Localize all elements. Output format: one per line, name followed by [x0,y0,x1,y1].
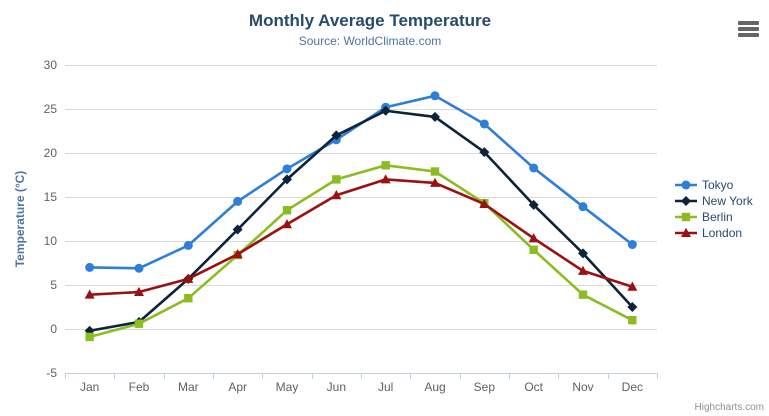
point-new-york-4[interactable] [282,174,292,185]
point-london-1[interactable] [134,286,144,297]
point-new-york-6[interactable] [380,105,391,116]
point-tokyo-1[interactable] [134,263,144,273]
legend-label: Tokyo [702,178,734,192]
point-berlin-1[interactable] [134,319,144,328]
y-axis-label: 10 [44,234,58,248]
point-london-10[interactable] [578,265,588,275]
legend-item-london[interactable]: London [674,225,753,241]
point-berlin-10[interactable] [578,290,588,299]
point-berlin-5[interactable] [332,175,341,184]
point-tokyo-3[interactable] [233,196,243,206]
series-line-berlin[interactable] [88,164,634,339]
x-axis-label: Nov [572,380,593,394]
point-berlin-2[interactable] [184,294,193,303]
legend-marker-triangle-icon [675,227,697,237]
credits-link[interactable]: Highcharts.com [694,402,764,413]
point-london-2[interactable] [183,273,194,283]
point-tokyo-0[interactable] [85,262,95,272]
point-new-york-5[interactable] [331,130,342,141]
legend-item-tokyo[interactable]: Tokyo [674,177,753,193]
export-menu-button[interactable] [734,16,762,42]
point-tokyo-9[interactable] [529,163,539,173]
point-tokyo-2[interactable] [183,240,193,250]
y-axis-label: 5 [50,278,57,292]
x-axis-label: May [276,380,299,394]
point-berlin-9[interactable] [529,245,538,254]
legend-square-icon[interactable] [681,212,691,222]
point-tokyo-8[interactable] [479,119,489,129]
point-berlin-11[interactable] [628,316,637,325]
x-axis-label: Sep [474,380,496,394]
hamburger-icon [737,20,759,38]
point-tokyo-7[interactable] [430,91,440,101]
legend-marker-diamond-icon [675,196,697,206]
point-new-york-11[interactable] [627,302,638,312]
legend-triangle-icon[interactable] [681,227,691,237]
point-tokyo-11[interactable] [627,240,637,250]
point-london-8[interactable] [479,198,490,209]
legend-circle-icon[interactable] [681,180,691,190]
point-london-9[interactable] [528,233,539,243]
x-axis-label: Dec [622,380,643,394]
y-axis-label: 30 [44,58,58,72]
legend-marker-circle-icon [675,180,697,190]
point-tokyo-10[interactable] [578,202,588,212]
x-axis-label: Oct [524,380,543,394]
y-axis-label: 15 [44,190,58,204]
legend-item-new-york[interactable]: New York [674,193,753,209]
point-new-york-10[interactable] [578,248,588,259]
point-tokyo-4[interactable] [282,164,292,174]
legend-diamond-icon[interactable] [681,196,691,206]
point-london-5[interactable] [331,190,342,200]
x-axis-label: Jul [378,380,393,394]
series-new-york[interactable] [84,105,638,336]
x-axis-label: Apr [228,380,247,394]
legend-label: Berlin [702,210,733,224]
point-london-3[interactable] [232,249,243,259]
x-axis-label: Feb [129,380,150,394]
legend-marker-square-icon [675,212,697,222]
point-new-york-7[interactable] [430,111,440,122]
point-berlin-4[interactable] [282,206,292,215]
y-axis-label: 0 [50,322,57,336]
point-new-york-3[interactable] [232,224,243,235]
point-berlin-0[interactable] [85,332,94,342]
point-berlin-7[interactable] [430,167,440,176]
chart-subtitle: Source: WorldClimate.com [298,34,442,48]
series-line-new-york[interactable] [88,109,634,333]
point-new-york-9[interactable] [528,199,539,210]
x-axis-label: Jun [327,380,346,394]
point-new-york-8[interactable] [479,147,490,158]
y-axis-label: 20 [44,146,58,160]
y-axis-title: Temperature (°C) [13,171,27,268]
point-london-4[interactable] [282,219,292,229]
legend-label: New York [702,194,753,208]
y-axis-label: 25 [44,102,58,116]
chart-title: Monthly Average Temperature [248,11,492,30]
y-axis-label: -5 [46,366,57,380]
series-tokyo[interactable] [85,91,637,273]
point-berlin-6[interactable] [381,161,390,170]
x-axis-label: Jan [80,380,99,394]
series-line-london[interactable] [88,178,634,296]
legend: Tokyo New York Berlin London [674,177,753,241]
legend-item-berlin[interactable]: Berlin [674,209,753,225]
series-london[interactable] [84,174,638,299]
x-axis-label: Aug [424,380,445,394]
point-london-11[interactable] [627,281,638,291]
point-london-7[interactable] [430,177,440,187]
legend-label: London [702,226,743,240]
x-axis-label: Mar [178,380,199,394]
point-london-0[interactable] [84,289,95,299]
point-london-6[interactable] [380,174,391,184]
